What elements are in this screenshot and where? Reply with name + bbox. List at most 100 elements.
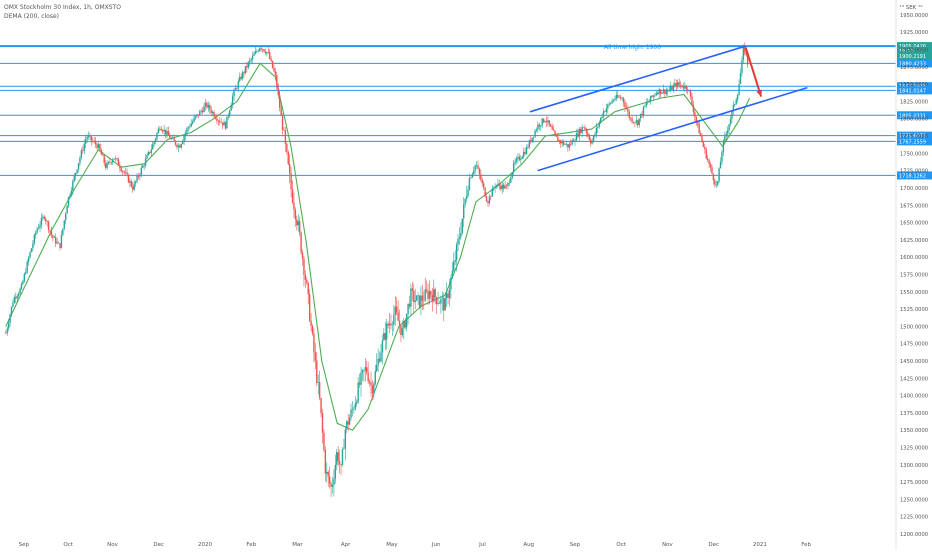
candle-body [129,181,131,183]
candle-body [209,104,211,110]
candle-body [5,333,7,334]
candle-body [647,102,649,103]
candle-body [122,171,124,172]
candle-body [321,413,324,433]
candle-body [741,60,743,73]
candle-body [621,97,623,99]
candle-body [377,358,379,365]
candle-body [149,151,151,153]
candle-body [176,144,178,148]
candle-body [80,150,83,158]
price-tick-label: 1950.0000 [900,13,928,19]
candle-body [361,370,364,373]
candle-body [117,159,120,166]
candle-body [391,324,394,326]
candle-body [688,90,690,91]
candle-body [363,370,365,371]
candle-body [425,289,428,291]
candle-body [565,144,568,145]
candle-body [104,163,107,168]
candle-body [537,124,539,130]
candle-body [557,137,559,142]
candle-body [323,432,325,451]
time-tick-label: Nov [662,542,673,548]
candle-body [554,130,556,135]
candle-body [177,145,180,148]
candle-body [19,288,21,294]
candle-body [191,121,194,124]
candle-body [497,183,499,185]
candle-body [30,248,33,253]
candle-body [62,228,64,235]
candle-body [725,133,727,137]
candle-body [732,104,735,112]
candle-body [59,243,61,248]
candle-body [336,452,338,465]
candle-body [447,293,449,298]
candle-body [728,124,730,131]
candle-body [297,221,299,226]
candle-body [587,132,589,136]
candle-body [249,60,251,63]
candle-body [223,122,225,126]
candle-body [233,89,235,97]
candle-body [89,135,91,137]
candle-body [542,118,545,123]
candle-body [380,352,382,362]
candle-body [397,312,399,321]
candle-body [574,140,576,142]
candle-body [167,131,170,136]
candle-body [694,112,696,117]
candle-body [572,140,575,142]
candle-body [364,367,366,371]
candle-body [15,297,17,299]
level-tag-box [897,82,932,91]
candle-body [518,156,521,160]
candle-body [313,333,315,353]
candle-body [692,104,695,113]
price-tag-box [897,46,932,55]
candle-body [585,129,588,133]
candle-body [157,128,160,134]
candle-body [184,132,187,136]
candle-body [712,173,715,181]
candle-body [458,237,461,239]
current-price-tag: 1900.2191 [897,51,932,60]
candle-body [568,144,571,148]
candle-body [701,136,703,142]
candle-body [94,141,97,145]
candle-body [736,95,739,100]
indicator-label[interactable]: DEMA (200, close) [4,13,60,20]
candle-body [270,58,272,61]
candle-body [263,49,265,52]
candle-body [33,234,36,244]
candle-body [530,140,532,143]
candle-body [514,161,516,164]
price-tick-label: 1850.0000 [900,82,928,88]
level-tag-label: 1767.2559 [899,139,926,145]
candle-body [320,397,322,414]
candle-body [515,158,518,162]
candle-body [130,181,133,187]
candle-body [721,152,723,162]
candle-body [190,123,192,127]
candle-body [659,89,662,94]
candle-body [298,221,301,233]
candle-body [684,85,686,89]
candle-body [408,303,411,307]
trend-channel [529,45,808,172]
candle-body [383,333,385,341]
price-tick-label: 1700.0000 [900,186,928,192]
candle-body [547,120,549,123]
candle-body [366,367,368,373]
candle-body [260,48,262,50]
candle-body [211,112,214,113]
candle-body [137,175,140,177]
candle-body [605,108,608,112]
candle-body [731,111,733,119]
candle-body [601,116,603,118]
price-axis: ¹³ SEK ¹⁰ 1950.0000 1925.0000 1900.0000 1875… [895,0,928,550]
candle-body [471,173,473,178]
symbol-title[interactable]: OMX Stockholm 30 Index, 1h, OMXSTO [4,4,121,11]
